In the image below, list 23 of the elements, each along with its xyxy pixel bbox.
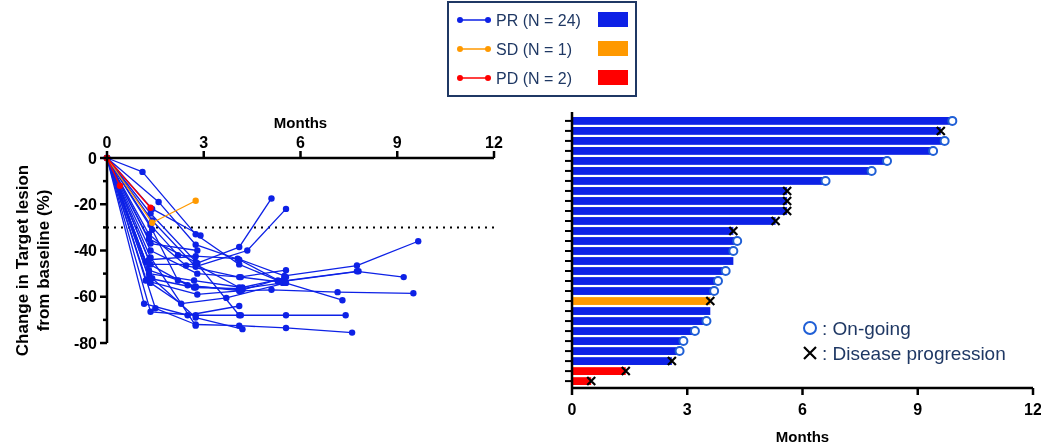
x-axis-title: Months bbox=[775, 428, 830, 445]
y-tick-label: 0 bbox=[88, 149, 98, 167]
legend-label: PR (N = 24) bbox=[496, 12, 581, 29]
x-tick-label: 9 bbox=[392, 134, 402, 151]
y-tick-label: -60 bbox=[73, 288, 98, 306]
legend-label: SD (N = 1) bbox=[496, 41, 573, 58]
x-tick-label: 9 bbox=[913, 401, 923, 418]
y-tick-label: -20 bbox=[73, 195, 98, 213]
legend-label: : Disease progression bbox=[822, 343, 1006, 364]
y-tick-label: -40 bbox=[73, 242, 98, 259]
x-tick-label: 6 bbox=[798, 401, 808, 418]
x-tick-label: 3 bbox=[682, 401, 692, 418]
legend-label: : On-going bbox=[822, 318, 911, 339]
x-tick-label: 0 bbox=[102, 134, 112, 151]
y-axis-title: Change in Target lesion from baseline (%) bbox=[13, 164, 53, 357]
x-tick-label: 3 bbox=[199, 134, 209, 151]
legend-label: PD (N = 2) bbox=[496, 70, 573, 87]
x-axis-title: Months bbox=[273, 114, 328, 131]
x-tick-label: 12 bbox=[485, 134, 503, 151]
y-tick-label: -80 bbox=[73, 334, 98, 352]
x-tick-label: 12 bbox=[1024, 401, 1041, 418]
x-tick-label: 0 bbox=[567, 401, 577, 418]
x-tick-label: 6 bbox=[296, 134, 306, 151]
